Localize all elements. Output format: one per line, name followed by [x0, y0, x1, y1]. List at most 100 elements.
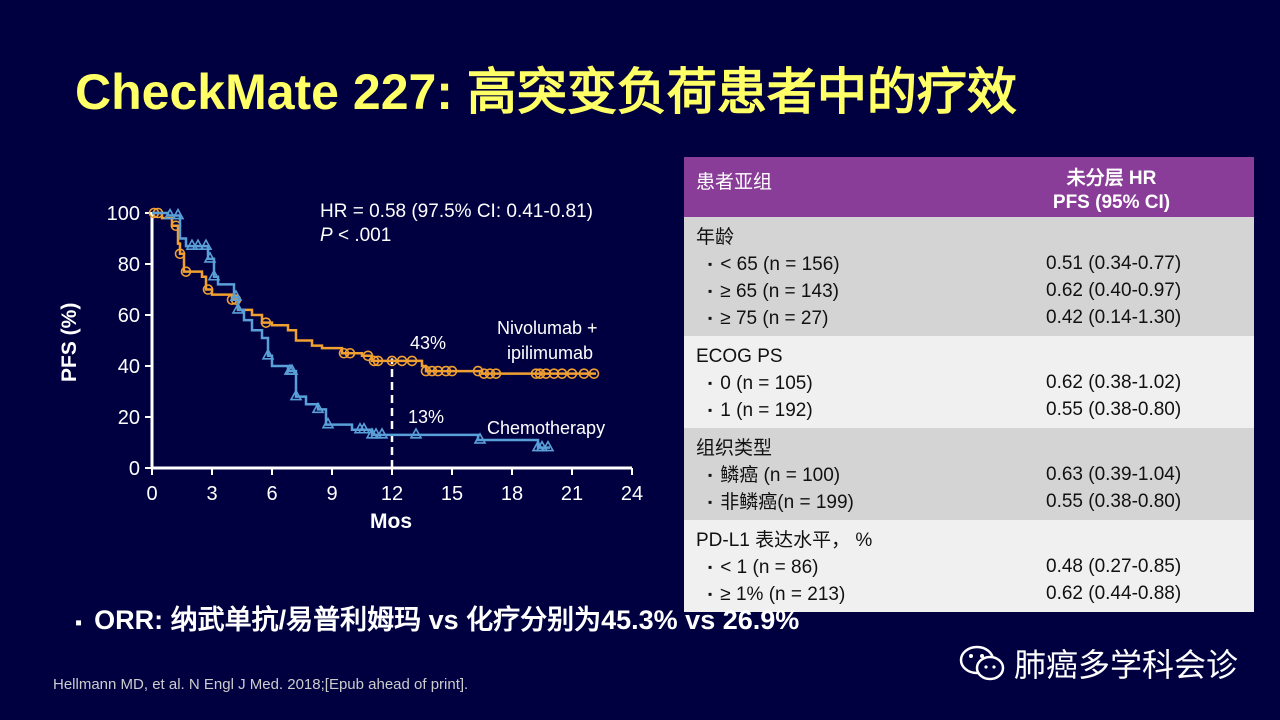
censor-marker — [368, 355, 380, 367]
x-tick-label: 21 — [561, 483, 583, 505]
censor-marker — [375, 427, 389, 439]
table-header: 患者亚组 未分层 HR PFS (95% CI) — [684, 157, 1254, 217]
censor-marker — [174, 248, 186, 260]
censor-marker — [180, 266, 192, 277]
table-group: 年龄 ▪ < 65 (n = 156) 0.51 (0.34-0.77) ▪ ≥ 65 (… — [684, 217, 1254, 336]
bullet-icon: ▪ — [708, 403, 713, 417]
censor-marker — [311, 401, 325, 414]
censor-marker — [432, 365, 444, 377]
orr-bullet: ▪ ORR: 纳武单抗/易普利姆玛 vs 化疗分别为45.3% vs 26.9% — [75, 598, 799, 637]
censor-marker — [556, 368, 568, 379]
subgroup-label: 鳞癌 (n = 100) — [720, 465, 841, 486]
watermark: 肺癌多学科会诊 — [958, 640, 1238, 686]
censor-marker — [541, 439, 555, 452]
hr-value: 0.62 (0.40-0.97) — [1046, 280, 1182, 301]
censor-marker — [566, 368, 578, 379]
y-axis-label: PFS (%) — [58, 302, 81, 382]
subgroup-table: 患者亚组 未分层 HR PFS (95% CI) 年龄 ▪ < 65 (n = 156… — [684, 157, 1254, 612]
p-label: P — [320, 225, 333, 246]
bullet-icon: ▪ — [708, 468, 713, 482]
hr-value: 0.42 (0.14-1.30) — [1046, 307, 1182, 328]
censor-marker — [386, 355, 398, 367]
censor-marker — [478, 368, 490, 379]
table-group: PD-L1 表达水平， % ▪ < 1 (n = 86) 0.48 (0.27-0.8… — [684, 520, 1254, 612]
censor-marker — [285, 363, 299, 375]
hr-value: 0.55 (0.38-0.80) — [1046, 491, 1182, 512]
subgroup-label: ≥ 1% (n = 213) — [720, 584, 846, 605]
nivo-ipi-curve — [152, 211, 596, 375]
subgroup-label: < 1 (n = 86) — [720, 557, 819, 578]
group-label: 组织类型 — [696, 438, 773, 459]
bullet-icon: ▪ — [708, 311, 713, 325]
p-value: < .001 — [332, 225, 392, 246]
table-row: ▪ ≥ 65 (n = 143) 0.62 (0.40-0.97) — [696, 278, 1254, 305]
subgroup-label: ≥ 75 (n = 27) — [720, 308, 829, 329]
table-row: ▪ 鳞癌 (n = 100) 0.63 (0.39-1.04) — [696, 462, 1254, 489]
group-label: 年龄 — [696, 227, 735, 248]
censor-marker — [534, 368, 546, 379]
citation: Hellmann MD, et al. N Engl J Med. 2018;[… — [53, 676, 469, 693]
censor-marker — [372, 355, 384, 367]
chemo-12mo-label: 13% — [408, 407, 445, 427]
y-tick-label: 60 — [118, 305, 140, 327]
censor-marker — [540, 368, 552, 379]
bullet-icon: ▪ — [708, 587, 713, 601]
censor-marker — [472, 365, 484, 377]
y-tick-label: 100 — [107, 203, 140, 225]
hr-value: 0.62 (0.44-0.88) — [1046, 583, 1182, 604]
censor-marker — [530, 368, 542, 379]
censor-marker — [357, 422, 371, 434]
censor-marker — [473, 432, 487, 444]
censor-marker — [344, 347, 356, 359]
x-tick-label: 24 — [621, 483, 643, 505]
bullet-icon: ▪ — [708, 284, 713, 298]
censor-marker — [191, 238, 205, 250]
bullet-icon: ▪ — [708, 560, 713, 574]
hr-annotation: HR = 0.58 (97.5% CI: 0.41-0.81) P < .001 — [320, 200, 593, 248]
hr-value: 0.48 (0.27-0.85) — [1046, 556, 1182, 577]
table-row: ▪ 非鳞癌(n = 199) 0.55 (0.38-0.80) — [696, 489, 1254, 516]
subgroup-label: 非鳞癌(n = 199) — [720, 492, 854, 513]
censor-marker — [578, 368, 590, 379]
censor-marker — [231, 302, 245, 314]
nivo-12mo-label: 43% — [410, 333, 447, 353]
x-tick-label: 0 — [146, 483, 157, 505]
table-row: ▪ 0 (n = 105) 0.62 (0.38-1.02) — [696, 370, 1254, 397]
x-tick-label: 15 — [441, 483, 463, 505]
group-label: ECOG PS — [696, 346, 783, 367]
hr-value: 0.63 (0.39-1.04) — [1046, 464, 1182, 485]
table-row: ▪ < 1 (n = 86) 0.48 (0.27-0.85) — [696, 554, 1254, 581]
wechat-icon — [959, 645, 1005, 681]
y-tick-label: 20 — [118, 407, 140, 429]
censor-marker — [202, 284, 214, 295]
censor-marker — [207, 269, 221, 281]
slide-title: CheckMate 227: 高突变负荷患者中的疗效 — [75, 64, 1017, 120]
subgroup-label: 1 (n = 192) — [720, 400, 813, 421]
censor-marker — [260, 317, 272, 328]
hr-value: 0.55 (0.38-0.80) — [1046, 399, 1182, 420]
censor-marker — [406, 355, 418, 367]
km-chart: 0 3 6 9 12 15 18 21 24 0 20 40 60 80 100 — [107, 203, 644, 505]
censor-marker — [426, 365, 438, 377]
censor-marker — [229, 289, 243, 301]
subgroup-label: < 65 (n = 156) — [720, 254, 840, 275]
y-tick-label: 40 — [118, 356, 140, 378]
bullet-icon: ▪ — [708, 376, 713, 390]
censor-marker — [535, 439, 549, 452]
censor-marker — [548, 368, 560, 379]
x-tick-label: 18 — [501, 483, 523, 505]
censor-marker — [588, 368, 600, 379]
legend-nivo-line2: ipilimumab — [507, 343, 594, 363]
legend-nivo-line1: Nivolumab + — [497, 318, 598, 338]
hr-value: 0.51 (0.34-0.77) — [1046, 253, 1182, 274]
bullet-icon: ▪ — [708, 495, 713, 509]
chemo-curve — [152, 211, 550, 449]
censor-marker — [420, 365, 432, 377]
x-tick-label: 12 — [381, 483, 403, 505]
header-subgroup: 患者亚组 — [696, 172, 773, 193]
x-axis-label: Mos — [370, 510, 412, 533]
censor-marker — [362, 350, 374, 362]
watermark-text: 肺癌多学科会诊 — [1014, 647, 1239, 683]
bullet-icon: ▪ — [708, 257, 713, 271]
censor-marker — [163, 207, 177, 220]
